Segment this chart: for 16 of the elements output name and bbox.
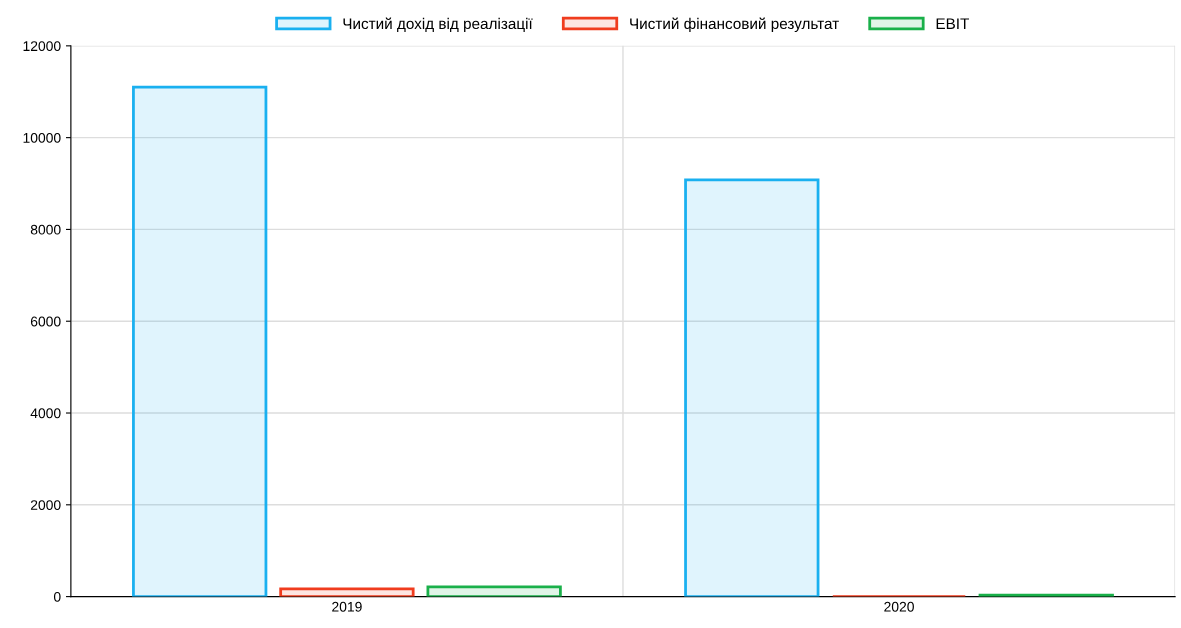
legend-label: EBIT bbox=[936, 18, 970, 29]
bar bbox=[426, 585, 562, 597]
legend-label: Чистий дохід від реалізації bbox=[343, 17, 533, 33]
y-tick-label: 2000 bbox=[30, 500, 61, 510]
bar bbox=[132, 85, 268, 597]
y-tick-label: 6000 bbox=[30, 316, 61, 327]
x-tick-label: 2020 bbox=[884, 601, 914, 612]
legend-label: Чистий фінансовий результат bbox=[630, 17, 839, 33]
x-tick-label: 2019 bbox=[332, 601, 362, 612]
y-tick-label: 4000 bbox=[30, 408, 61, 419]
y-tick-label: 10000 bbox=[23, 132, 61, 143]
y-tick-label: 12000 bbox=[23, 41, 61, 52]
bar bbox=[279, 587, 415, 597]
y-tick-label: 0 bbox=[53, 591, 61, 602]
y-tick-label: 8000 bbox=[30, 224, 61, 235]
bar bbox=[684, 178, 820, 597]
